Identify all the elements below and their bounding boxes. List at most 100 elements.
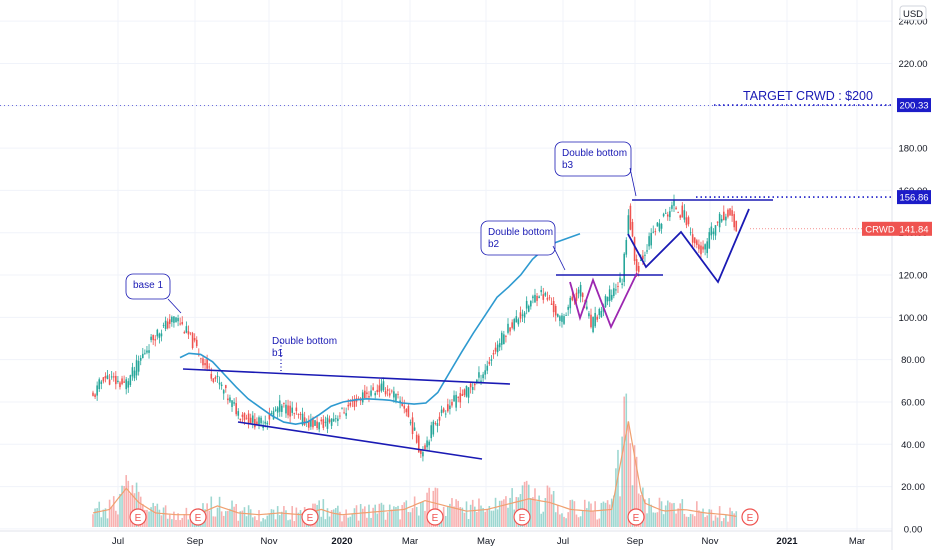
candle <box>293 412 296 414</box>
candle <box>191 333 194 349</box>
candle <box>295 407 298 412</box>
volume-bar <box>673 502 675 527</box>
volume-bar <box>283 506 285 527</box>
candle <box>235 403 237 415</box>
volume-bar <box>662 514 665 527</box>
candle <box>210 373 213 379</box>
candle <box>110 376 113 378</box>
volume-bar <box>592 511 594 527</box>
candle <box>361 392 364 403</box>
candle <box>631 221 634 237</box>
volume-bar <box>563 516 565 527</box>
candle <box>515 316 518 323</box>
volume-bar <box>299 510 302 527</box>
candle <box>710 226 713 236</box>
candle <box>500 332 503 345</box>
candle <box>561 315 563 322</box>
volume-bar <box>220 511 223 527</box>
candle <box>108 379 111 385</box>
candle <box>467 387 470 398</box>
callout-box <box>125 273 171 300</box>
candle <box>366 392 368 395</box>
candle <box>465 385 468 397</box>
b1-lower-trendline <box>237 421 483 460</box>
candle <box>540 290 542 293</box>
candle <box>181 322 184 325</box>
volume-bar <box>264 519 267 527</box>
earnings-letter: E <box>195 513 202 524</box>
volume-bar <box>486 509 489 527</box>
y-tick-label: 180.00 <box>898 144 927 155</box>
candle <box>343 412 345 414</box>
candle <box>442 408 445 412</box>
volume-bar <box>521 485 524 527</box>
candle <box>604 296 607 308</box>
candle <box>112 376 115 378</box>
candle <box>364 390 366 399</box>
volume-bar <box>465 501 468 527</box>
candle <box>173 316 175 323</box>
earnings-marker[interactable]: E <box>426 508 444 526</box>
volume-bar <box>218 496 221 527</box>
volume-bar <box>500 500 503 527</box>
candle <box>222 390 225 394</box>
volume-bar <box>388 504 391 527</box>
candle <box>463 389 466 395</box>
candle <box>285 404 287 414</box>
earnings-marker[interactable]: E <box>129 508 147 526</box>
candle <box>488 361 491 365</box>
time-scale[interactable]: Jul Sep Nov 2020 Mar May Jul Sep Nov 2021 Mar <box>112 536 865 547</box>
volume-bar <box>291 506 293 527</box>
candle <box>341 407 343 409</box>
volume-bar <box>278 515 281 527</box>
volume-bar <box>660 501 663 527</box>
volume-bar <box>530 498 532 527</box>
volume-bar <box>689 513 692 527</box>
volume-bar <box>104 508 107 527</box>
volume-bar <box>505 496 507 527</box>
volume-bar <box>610 498 613 527</box>
volume-bar <box>347 517 350 527</box>
earnings-marker[interactable]: E <box>301 508 319 526</box>
volume-bar <box>212 516 215 527</box>
candle <box>571 296 574 301</box>
volume-bar <box>577 517 580 527</box>
currency-badge[interactable] <box>899 5 927 21</box>
volume-bar <box>467 519 470 527</box>
volume-bar <box>368 504 370 527</box>
volume-bar <box>708 509 711 527</box>
candle <box>202 358 204 366</box>
candle <box>702 246 704 250</box>
earnings-marker[interactable]: E <box>741 508 759 526</box>
candle <box>160 333 163 337</box>
callout-text: Double bottom <box>562 148 627 159</box>
volume-bar <box>361 508 364 527</box>
candle <box>503 334 505 345</box>
candle <box>115 375 117 385</box>
volume-bar <box>623 396 625 527</box>
volume-bar <box>397 505 399 527</box>
candle <box>704 244 706 250</box>
candle <box>254 419 256 428</box>
volume-bar <box>112 496 115 527</box>
price-scale[interactable]: 240.00220.00200.00180.00160.00140.00120.… <box>898 17 927 536</box>
volume-bar <box>110 506 113 527</box>
volume-bar <box>548 487 551 527</box>
candle <box>471 387 474 390</box>
earnings-marker[interactable]: E <box>189 508 207 526</box>
volume-bar <box>237 520 240 527</box>
candle <box>432 421 435 435</box>
volume-bar <box>492 510 495 527</box>
earnings-marker[interactable]: E <box>627 508 645 526</box>
earnings-marker[interactable]: E <box>513 508 531 526</box>
x-tick-label: Mar <box>849 536 865 547</box>
volume-bar <box>225 511 227 527</box>
candle <box>565 315 567 316</box>
candle <box>96 385 98 396</box>
volume-bar <box>115 510 117 527</box>
volume-bar <box>380 502 383 527</box>
